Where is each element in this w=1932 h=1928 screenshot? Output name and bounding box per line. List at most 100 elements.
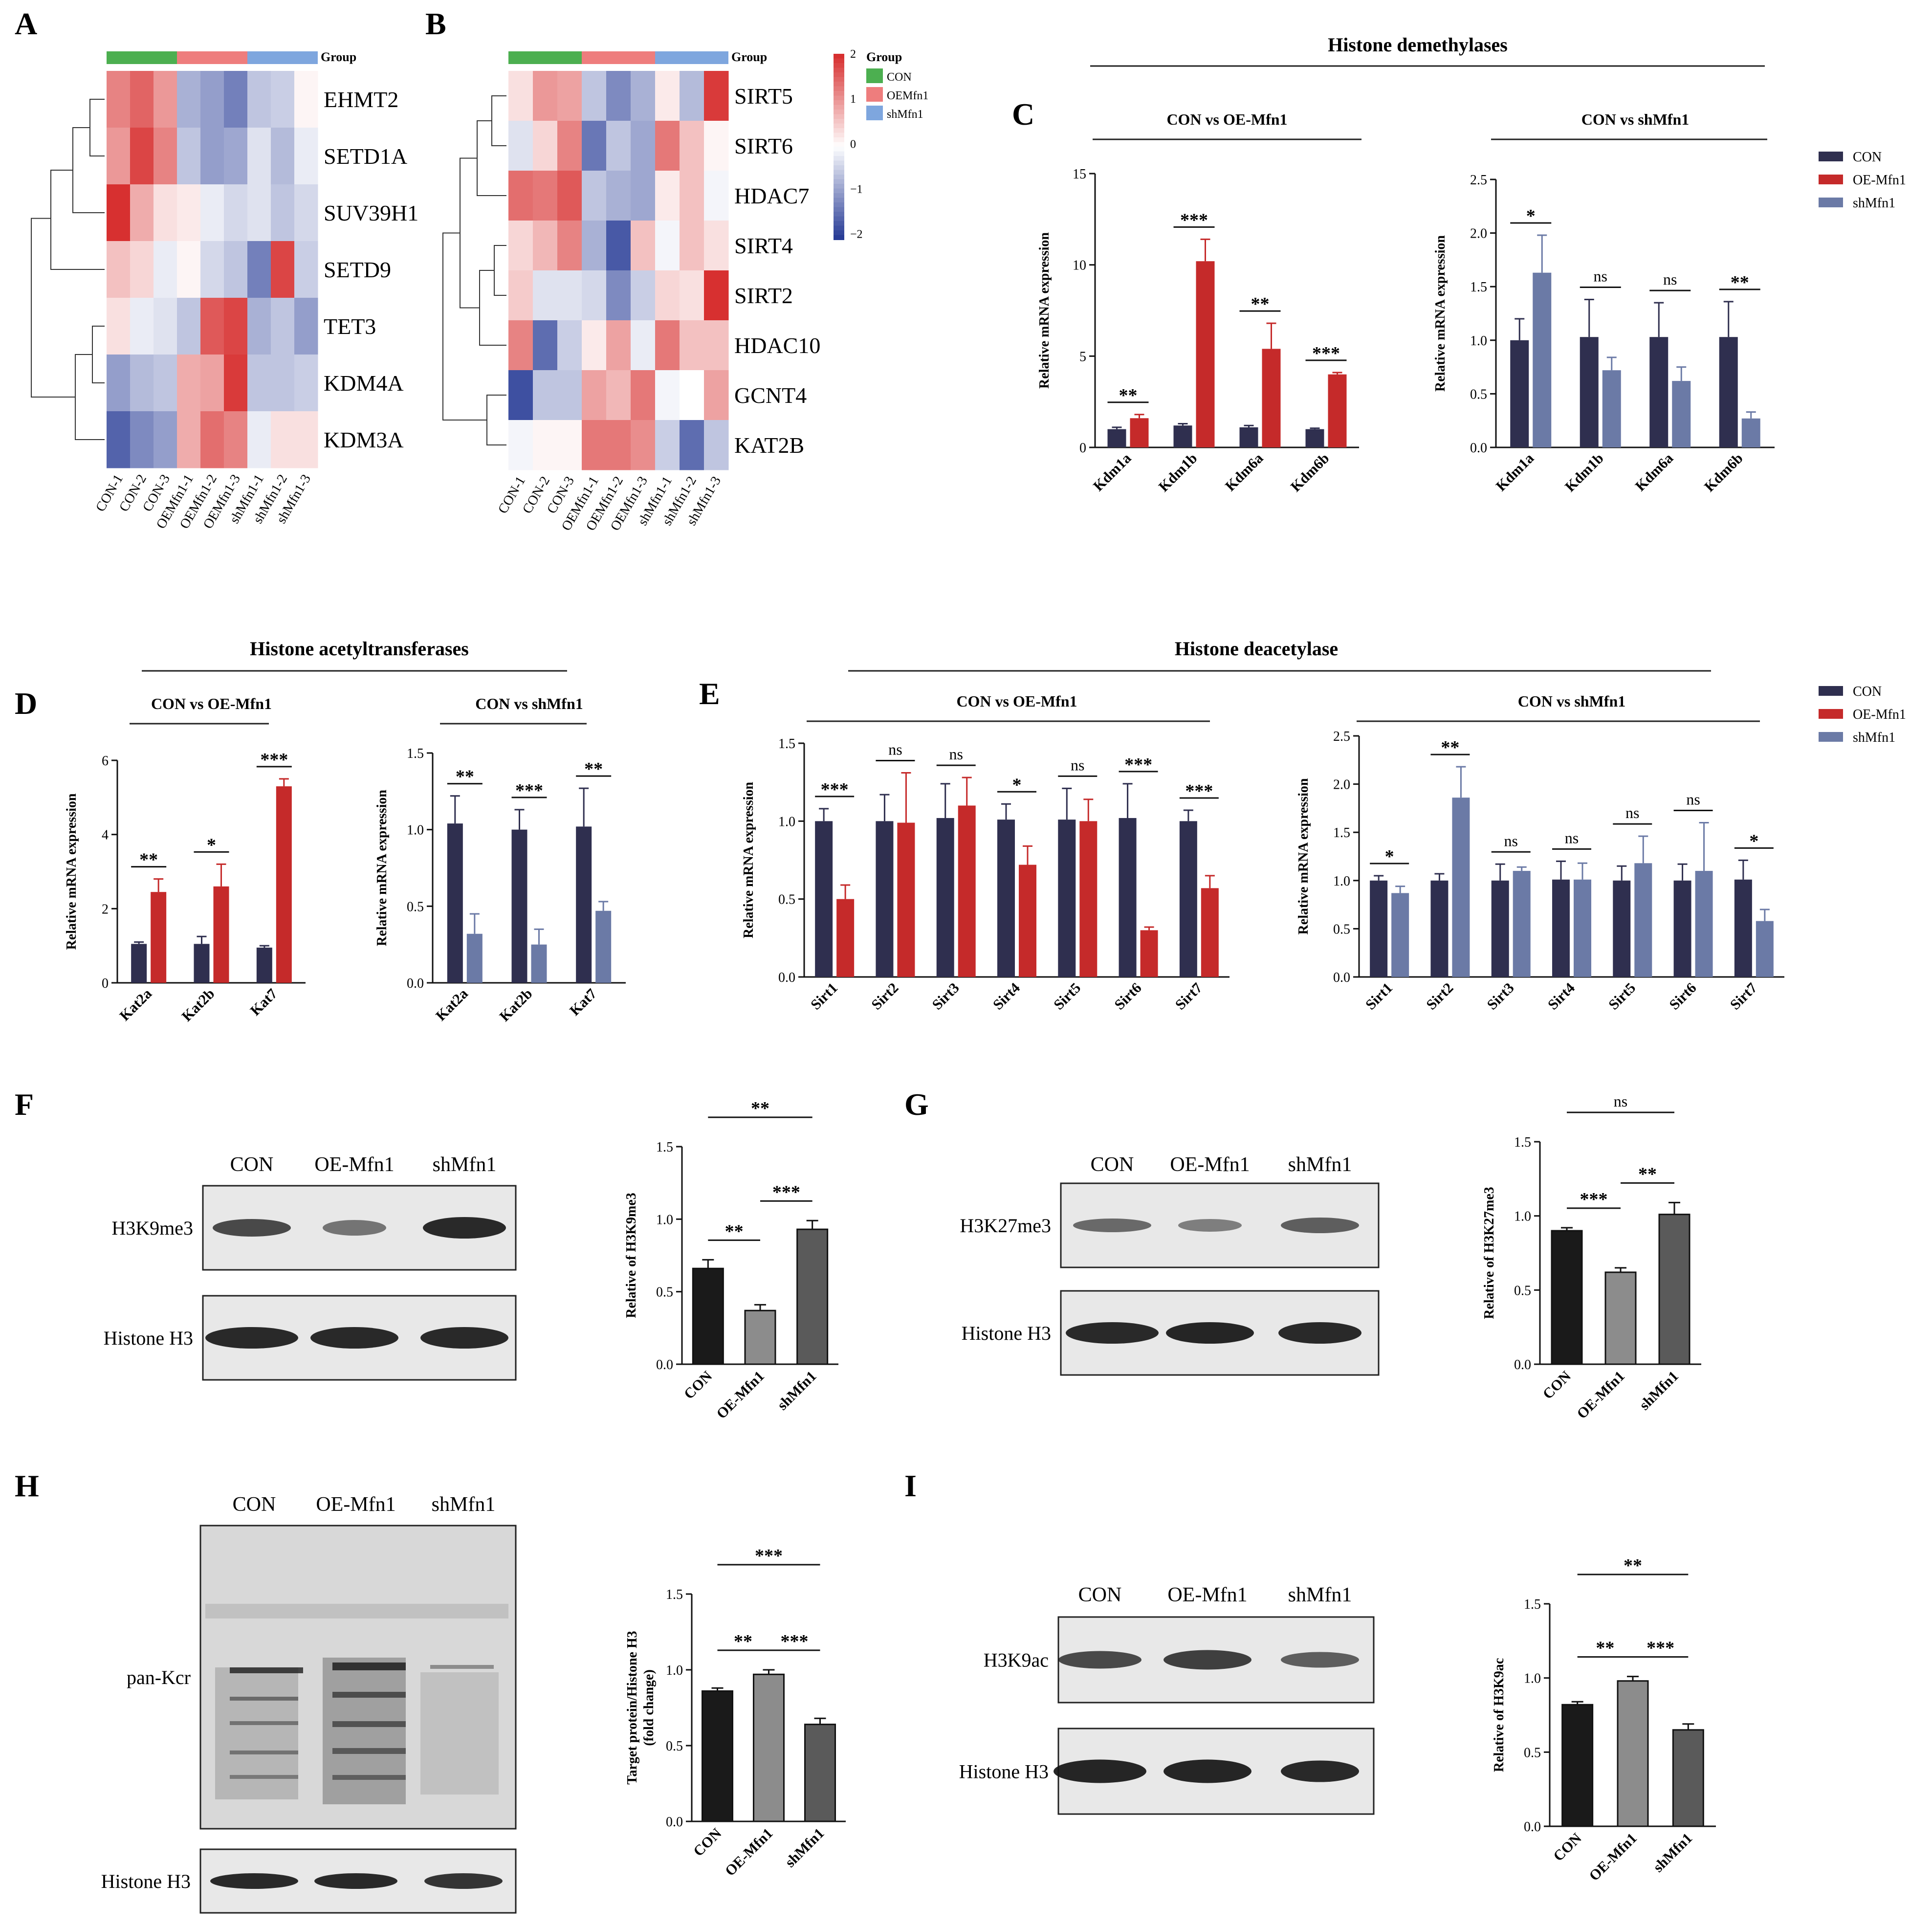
y-axis-label: Relative mRNA expression (1433, 235, 1448, 392)
heatmap-cell (655, 420, 680, 470)
y-axis-label: Relative of H3K27me3 (1482, 1187, 1497, 1319)
bar (151, 892, 167, 983)
row-label: SETD9 (324, 257, 391, 282)
bar (1513, 871, 1531, 977)
group-bar-cell (200, 51, 224, 64)
heatmap-cell (704, 121, 729, 171)
heatmap-cell (200, 128, 224, 185)
colorbar-step (834, 86, 844, 91)
significance-label: *** (260, 750, 288, 770)
y-tick-label: 0.5 (666, 1739, 683, 1754)
heatmap-cell (606, 320, 631, 371)
heatmap-cell (107, 128, 131, 185)
chart-e-con-vs-sh: CON vs shMfn1 0.0 0.5 1.0 1.5 2.0 2.5 Relative … (1296, 692, 1784, 1013)
heatmap-cell (704, 221, 729, 271)
row-label: SIRT4 (734, 233, 793, 258)
heatmap-cell (154, 241, 177, 298)
bar (1058, 820, 1076, 977)
significance-label: * (1526, 206, 1536, 226)
heatmap-cell (631, 320, 656, 371)
heatmap-cell (704, 171, 729, 221)
x-tick-label: Kat2b (497, 986, 536, 1025)
chart-subtitle: CON vs shMfn1 (1518, 692, 1625, 710)
significance-label: *** (515, 780, 543, 801)
x-tick-label: Sirt5 (1605, 980, 1639, 1013)
heatmap-cell (606, 71, 631, 121)
heatmap-cell (177, 71, 201, 128)
bar (1673, 880, 1691, 977)
group-bar-cell (655, 51, 680, 64)
bar (276, 786, 292, 983)
bar (1107, 429, 1126, 447)
blot-smear (230, 1697, 298, 1701)
group-bar-cell (224, 51, 247, 64)
legend-swatch (866, 106, 883, 120)
legend-swatch (1819, 709, 1843, 719)
heatmap-cell (107, 411, 131, 468)
row-label: EHMT2 (324, 87, 398, 112)
heatmap-cell (107, 298, 131, 355)
bar (466, 933, 483, 983)
panel-letter-g: G (904, 1087, 929, 1122)
colorbar-step (834, 100, 844, 106)
heatmap-cell (655, 171, 680, 221)
colorbar-step (834, 95, 844, 101)
colorbar-step (834, 165, 844, 171)
dendrogram-branch (72, 127, 105, 213)
heatmap-cell (224, 241, 248, 298)
heatmap-cell (680, 320, 704, 371)
significance-label: *** (781, 1631, 809, 1652)
bar (1119, 818, 1137, 977)
heatmap-cell (107, 355, 131, 412)
colorbar-step (834, 188, 844, 194)
bar (256, 947, 272, 983)
x-tick-label: shMfn1 (774, 1368, 820, 1414)
bar (576, 826, 592, 983)
significance-label: *** (1580, 1189, 1608, 1210)
bar (1649, 337, 1669, 447)
bar (447, 823, 463, 983)
y-tick-label: 6 (102, 753, 109, 769)
row-label: TET3 (324, 314, 376, 339)
heatmap-cell (247, 298, 271, 355)
heatmap-cell (680, 370, 704, 421)
heatmap-cell (655, 71, 680, 121)
panel-letter-b: B (425, 6, 446, 41)
x-tick-label: CON (1539, 1368, 1574, 1402)
group-bar-cell (154, 51, 177, 64)
bar (595, 910, 612, 983)
blot-smear (430, 1665, 494, 1669)
x-tick-label: OE-Mfn1 (713, 1368, 768, 1422)
blot-smear (420, 1672, 499, 1795)
bar (1196, 261, 1215, 447)
blot-smear (230, 1667, 303, 1673)
bar (1695, 871, 1713, 977)
blot-band (423, 1217, 506, 1239)
heatmap-cell (271, 184, 295, 242)
x-tick-label: CON (690, 1825, 725, 1860)
heatmap-cell (200, 71, 224, 128)
blot-band (1066, 1322, 1159, 1344)
heatmap-cell (154, 128, 177, 185)
heatmap-cell (631, 270, 656, 321)
bar-legend-c: CON OE-Mfn1 shMfn1 (1819, 150, 1906, 211)
heatmap-cell (247, 355, 271, 412)
lane-label: shMfn1 (1288, 1584, 1352, 1606)
legend-label: OE-Mfn1 (1853, 707, 1906, 722)
lane-label: OE-Mfn1 (1170, 1153, 1250, 1176)
significance-label: ** (1441, 737, 1459, 758)
heatmap-cell (582, 320, 607, 371)
colorbar-step (834, 225, 844, 231)
bar (815, 821, 833, 977)
colorbar-tick: 1 (850, 93, 856, 106)
significance-label: ** (734, 1631, 752, 1652)
bar (1510, 340, 1529, 447)
colorbar-step (834, 147, 844, 152)
chart-c-con-vs-oe: CON vs OE-Mfn1 0 5 10 15 Relative mRNA expres… (1037, 111, 1361, 495)
bar (1201, 888, 1219, 977)
blot-band (1281, 1760, 1359, 1782)
heatmap-cell (177, 184, 201, 242)
legend-label: shMfn1 (1853, 730, 1895, 745)
group-bar-cell (704, 51, 728, 64)
bar (1734, 879, 1752, 977)
